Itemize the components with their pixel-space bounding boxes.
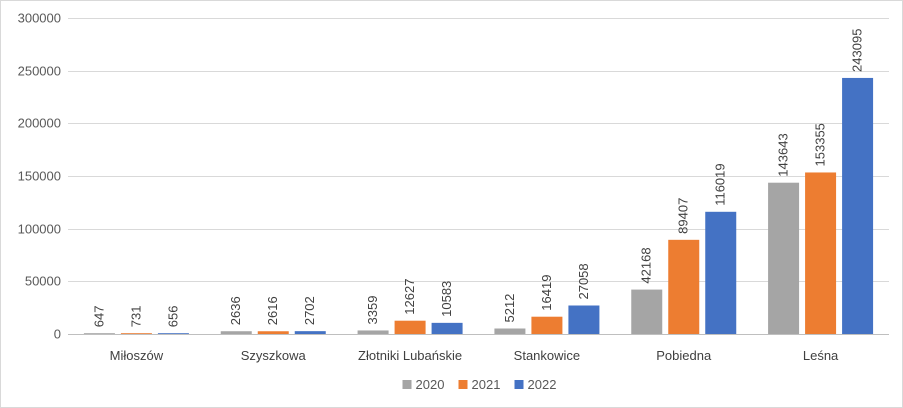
x-axis-categories: Miłoszów Szyszkowa Złotniki Lubańskie Stank… <box>110 348 839 363</box>
bars <box>83 77 874 334</box>
x-category-label: Szyszkowa <box>241 348 307 363</box>
data-labels: 647 731 656 2636 2616 2702 3359 12627 10583 5212 1… <box>91 29 864 328</box>
data-label: 2702 <box>302 296 317 325</box>
data-label: 2636 <box>228 296 243 325</box>
legend-label: 2021 <box>472 377 501 392</box>
data-label: 16419 <box>539 275 554 311</box>
x-category-label: Złotniki Lubańskie <box>358 348 462 363</box>
data-label: 243095 <box>850 29 865 72</box>
bar <box>357 330 389 334</box>
bar <box>157 333 189 334</box>
bar <box>294 331 326 334</box>
legend-swatch <box>458 380 468 389</box>
data-label: 27058 <box>576 263 591 299</box>
data-label: 647 <box>91 305 106 327</box>
data-label: 2616 <box>265 296 280 325</box>
bar <box>494 328 526 334</box>
data-label: 656 <box>165 305 180 327</box>
bar <box>531 316 563 334</box>
data-label: 12627 <box>402 279 417 315</box>
legend-label: 2022 <box>528 377 557 392</box>
gridlines <box>68 18 889 335</box>
data-label: 116019 <box>713 163 728 205</box>
y-tick-label: 100000 <box>18 222 61 237</box>
x-category-label: Stankowice <box>514 348 580 363</box>
bar <box>705 211 737 334</box>
bar <box>257 331 289 334</box>
y-tick-label: 300000 <box>18 11 61 26</box>
x-category-label: Leśna <box>803 348 839 363</box>
bar <box>842 77 874 334</box>
bar <box>431 322 463 334</box>
bar <box>83 333 115 334</box>
y-tick-label: 150000 <box>18 169 61 184</box>
legend-swatch <box>402 380 412 389</box>
data-label: 731 <box>128 305 143 327</box>
y-tick-label: 50000 <box>25 274 61 289</box>
data-label: 5212 <box>502 294 517 323</box>
y-tick-label: 250000 <box>18 64 61 79</box>
y-tick-label: 200000 <box>18 116 61 131</box>
bar <box>668 239 700 334</box>
bar <box>631 289 663 334</box>
bar <box>768 182 800 334</box>
bar <box>805 172 837 334</box>
legend: 2020 2021 2022 <box>402 377 557 392</box>
x-category-label: Pobiedna <box>656 348 712 363</box>
bar <box>394 320 426 334</box>
y-tick-label: 0 <box>54 327 61 342</box>
x-category-label: Miłoszów <box>110 348 164 363</box>
data-label: 42168 <box>639 247 654 283</box>
data-label: 153355 <box>813 123 828 166</box>
legend-label: 2020 <box>416 377 445 392</box>
legend-swatch <box>514 380 524 389</box>
data-label: 89407 <box>676 198 691 234</box>
bar <box>568 305 600 334</box>
bar <box>120 333 152 334</box>
data-label: 10583 <box>439 281 454 317</box>
data-label: 143643 <box>776 133 791 176</box>
data-label: 3359 <box>365 296 380 325</box>
bar <box>220 331 252 334</box>
y-axis-ticks: 0 50000 100000 150000 200000 250000 300000 <box>18 11 61 342</box>
